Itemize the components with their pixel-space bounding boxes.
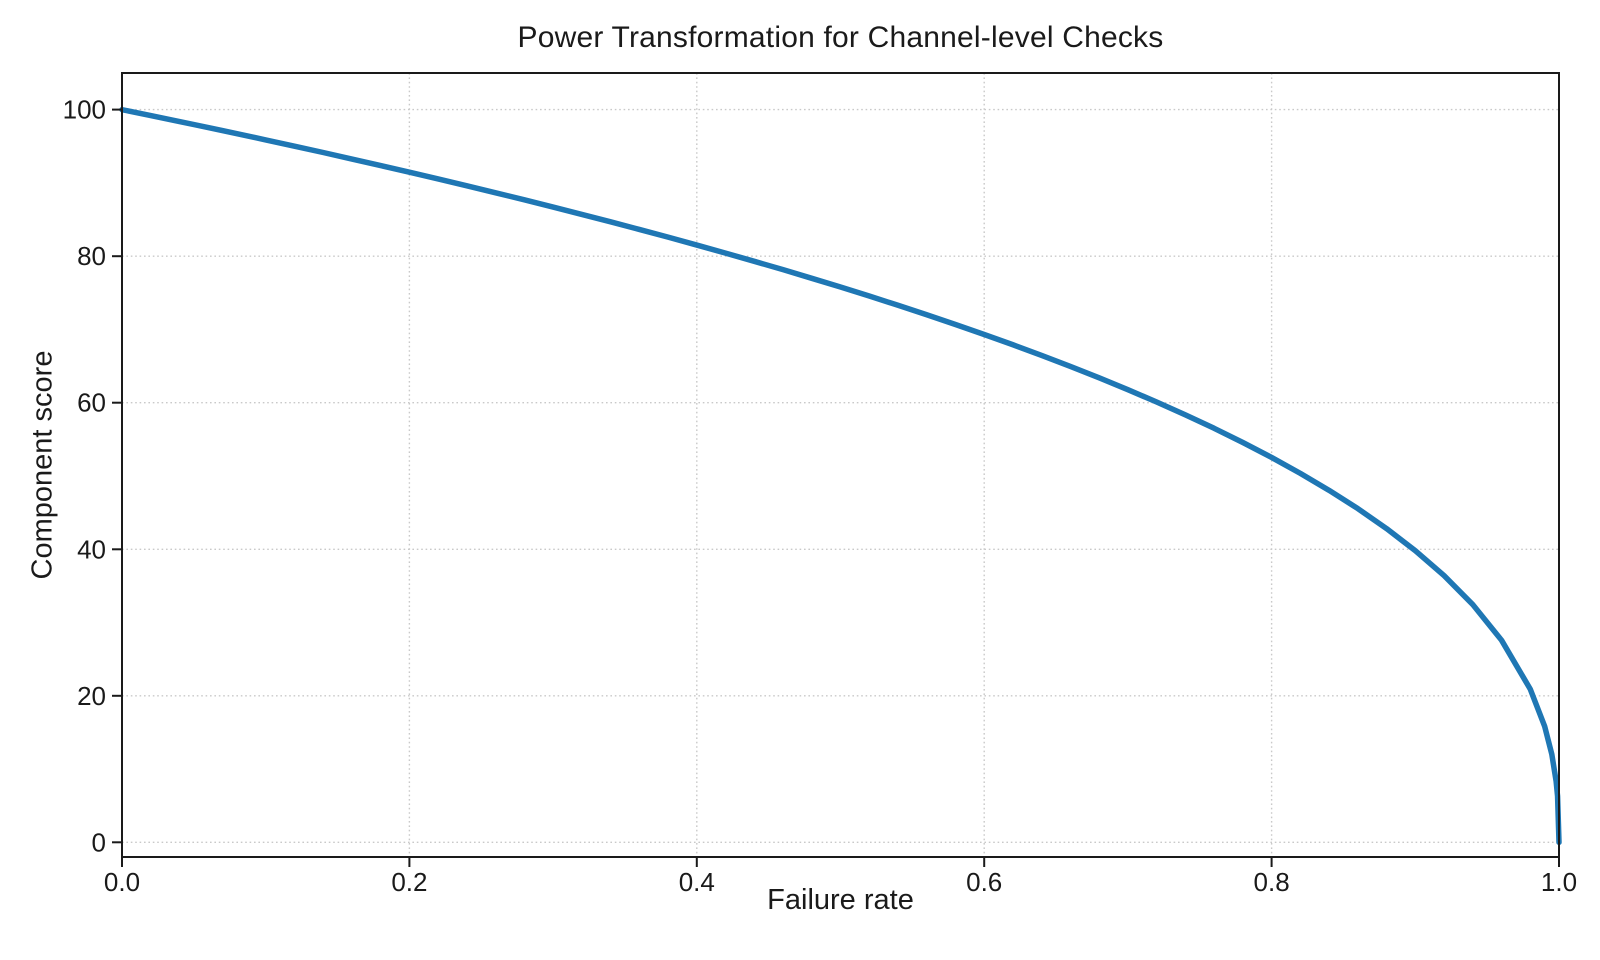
chart-title: Power Transformation for Channel-level C… (517, 21, 1164, 54)
y-tick-label: 100 (63, 95, 106, 125)
y-tick-label: 60 (77, 388, 106, 418)
gridlines (122, 73, 1559, 857)
x-tick-label: 1.0 (1541, 867, 1577, 897)
y-tick-label: 20 (77, 681, 106, 711)
y-tick-label: 0 (92, 827, 106, 857)
y-axis-label: Component score (26, 350, 59, 580)
x-axis-label: Failure rate (767, 884, 914, 916)
x-tick-label: 0.0 (104, 867, 140, 897)
axis-ticks-and-labels: 0.0 0.2 0.4 0.6 0.8 1.0 0 20 40 60 80 100 (63, 95, 1577, 897)
x-tick-label: 0.2 (391, 867, 427, 897)
x-tick-label: 0.4 (679, 867, 715, 897)
x-tick-label: 0.6 (966, 867, 1002, 897)
y-tick-label: 80 (77, 241, 106, 271)
y-tick-label: 40 (77, 534, 106, 564)
power-curve-line (119, 106, 1562, 846)
x-tick-label: 0.8 (1254, 867, 1290, 897)
plot-border (121, 72, 1560, 858)
